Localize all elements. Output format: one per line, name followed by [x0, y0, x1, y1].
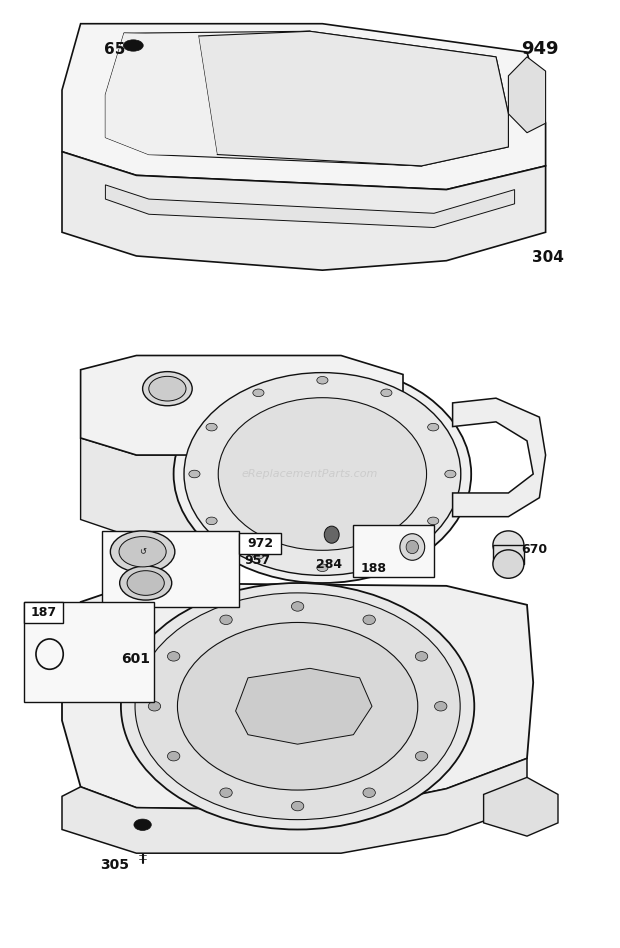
Bar [353, 525, 434, 577]
Polygon shape [453, 398, 546, 517]
Ellipse shape [135, 592, 460, 820]
Text: 284: 284 [316, 557, 342, 571]
Ellipse shape [291, 801, 304, 811]
Ellipse shape [184, 373, 461, 575]
Ellipse shape [220, 788, 232, 797]
Bar [493, 545, 524, 564]
Ellipse shape [253, 389, 264, 396]
Polygon shape [105, 33, 217, 155]
Ellipse shape [291, 602, 304, 611]
Ellipse shape [134, 819, 151, 830]
Text: 305: 305 [100, 858, 129, 871]
Ellipse shape [174, 365, 471, 583]
Ellipse shape [167, 752, 180, 761]
Ellipse shape [435, 702, 447, 711]
Ellipse shape [253, 552, 264, 559]
Text: ↺: ↺ [139, 547, 146, 556]
Ellipse shape [206, 424, 217, 431]
Ellipse shape [120, 566, 172, 600]
Polygon shape [62, 758, 527, 853]
Ellipse shape [415, 651, 428, 661]
Polygon shape [81, 427, 453, 538]
Polygon shape [81, 356, 403, 455]
Ellipse shape [406, 540, 419, 554]
Text: 957: 957 [244, 554, 270, 567]
Ellipse shape [177, 623, 418, 790]
Ellipse shape [189, 470, 200, 478]
Text: 949: 949 [521, 41, 558, 58]
Ellipse shape [119, 537, 166, 567]
Ellipse shape [400, 534, 425, 560]
Text: 972: 972 [247, 537, 273, 550]
Text: 304: 304 [532, 250, 564, 265]
Text: 65: 65 [104, 42, 125, 57]
Text: 670: 670 [521, 543, 547, 556]
Ellipse shape [415, 752, 428, 761]
Ellipse shape [220, 615, 232, 625]
Bar [102, 531, 239, 607]
Ellipse shape [110, 531, 175, 573]
Polygon shape [198, 31, 508, 166]
Bar [239, 533, 281, 554]
Ellipse shape [218, 398, 427, 551]
Ellipse shape [428, 424, 439, 431]
Ellipse shape [317, 376, 328, 384]
Ellipse shape [206, 517, 217, 524]
Ellipse shape [121, 583, 474, 830]
Ellipse shape [127, 571, 164, 595]
Ellipse shape [428, 517, 439, 524]
Polygon shape [236, 668, 372, 744]
Polygon shape [105, 185, 515, 228]
Polygon shape [105, 31, 508, 166]
Ellipse shape [324, 526, 339, 543]
Text: 187: 187 [29, 605, 55, 618]
Polygon shape [62, 152, 546, 270]
Bar [24, 602, 63, 623]
Ellipse shape [363, 615, 375, 625]
Text: 188: 188 [360, 562, 386, 575]
Ellipse shape [381, 389, 392, 396]
Ellipse shape [167, 651, 180, 661]
Ellipse shape [317, 564, 328, 572]
Ellipse shape [363, 788, 375, 797]
Polygon shape [62, 24, 546, 190]
Polygon shape [484, 777, 558, 836]
Ellipse shape [123, 40, 143, 51]
Ellipse shape [493, 531, 524, 559]
Text: eReplacementParts.com: eReplacementParts.com [242, 469, 378, 479]
Text: 187: 187 [30, 606, 56, 619]
Ellipse shape [493, 550, 524, 578]
Text: 601: 601 [121, 652, 149, 665]
Polygon shape [62, 583, 533, 811]
Ellipse shape [445, 470, 456, 478]
Polygon shape [508, 57, 546, 133]
Bar [24, 602, 154, 702]
Ellipse shape [381, 552, 392, 559]
Ellipse shape [149, 376, 186, 401]
Ellipse shape [143, 372, 192, 406]
Ellipse shape [148, 702, 161, 711]
